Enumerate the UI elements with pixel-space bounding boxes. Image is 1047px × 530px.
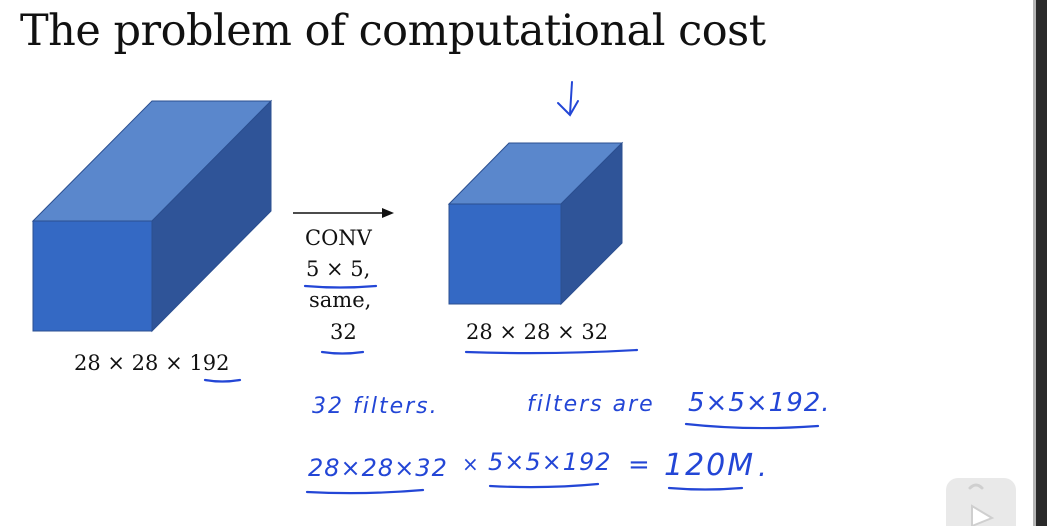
window-edge: [1033, 0, 1047, 526]
note-mult-sign: ×: [462, 452, 479, 476]
hand-down-arrow: [557, 81, 579, 117]
output-volume-cube: [447, 141, 624, 306]
input-depth-value: 192: [189, 351, 230, 375]
conv-label-line2: 5 × 5,: [306, 257, 371, 281]
conv-label-line1: CONV: [305, 226, 372, 250]
note-result-dot: .: [758, 450, 767, 483]
input-volume-cube: [31, 99, 273, 333]
note-mult-a: 28×28×32: [308, 454, 448, 482]
conv-label-line4: 32: [330, 320, 357, 344]
note-filters-are: filters are: [527, 392, 655, 417]
conv-arrow: [293, 208, 394, 218]
page-title: The problem of computational cost: [20, 6, 766, 56]
note-result: 120M: [664, 448, 756, 483]
underline-5x5: [303, 284, 378, 289]
input-volume-label: 28 × 28 × 192: [74, 351, 230, 375]
player-overlay-button[interactable]: [946, 478, 1016, 528]
underline-mult-a: [305, 488, 425, 495]
play-icon: [968, 483, 995, 528]
underline-32: [320, 350, 365, 355]
note-mult-b: 5×5×192: [488, 448, 612, 476]
note-filter-size: 5×5×192.: [688, 388, 831, 418]
underline-filter-size: [684, 422, 820, 430]
underline-output-label: [464, 348, 639, 355]
note-filters-count: 32 filters.: [312, 394, 439, 419]
note-equals: =: [628, 450, 650, 480]
input-cube-front-face: [32, 220, 153, 332]
conv-label-line3: same,: [309, 288, 372, 312]
underline-mult-b: [488, 482, 600, 489]
underline-result: [667, 486, 744, 491]
underline-192: [203, 378, 242, 383]
output-cube-front-face: [448, 203, 562, 305]
hand-underlines: [203, 284, 820, 495]
output-volume-label: 28 × 28 × 32: [466, 320, 609, 344]
